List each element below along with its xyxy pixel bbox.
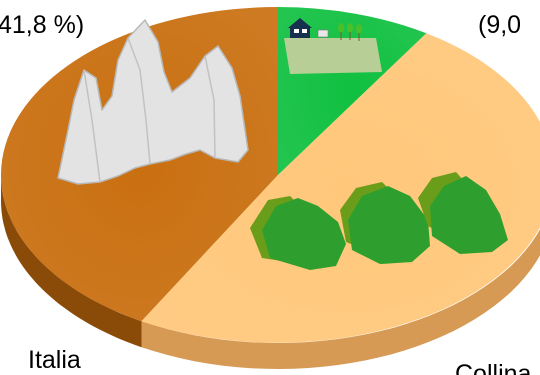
green-hills-icon xyxy=(250,172,508,270)
montagna-value-label: 41,8 %) xyxy=(0,11,84,39)
collina-label: Collina xyxy=(455,360,532,375)
mountain-peaks-icon xyxy=(57,19,249,185)
italia-label: Italia xyxy=(28,346,81,374)
farm-field-icon xyxy=(284,18,382,74)
pie-side-group xyxy=(1,175,540,369)
pie-side-montagna xyxy=(1,175,142,348)
pie-side-collina xyxy=(141,229,540,369)
pie-labels: 41,8 %) (9,0 Italia Collina xyxy=(0,11,532,375)
pie-slice-collina xyxy=(141,33,540,343)
pianura-value-label: (9,0 xyxy=(478,11,521,39)
